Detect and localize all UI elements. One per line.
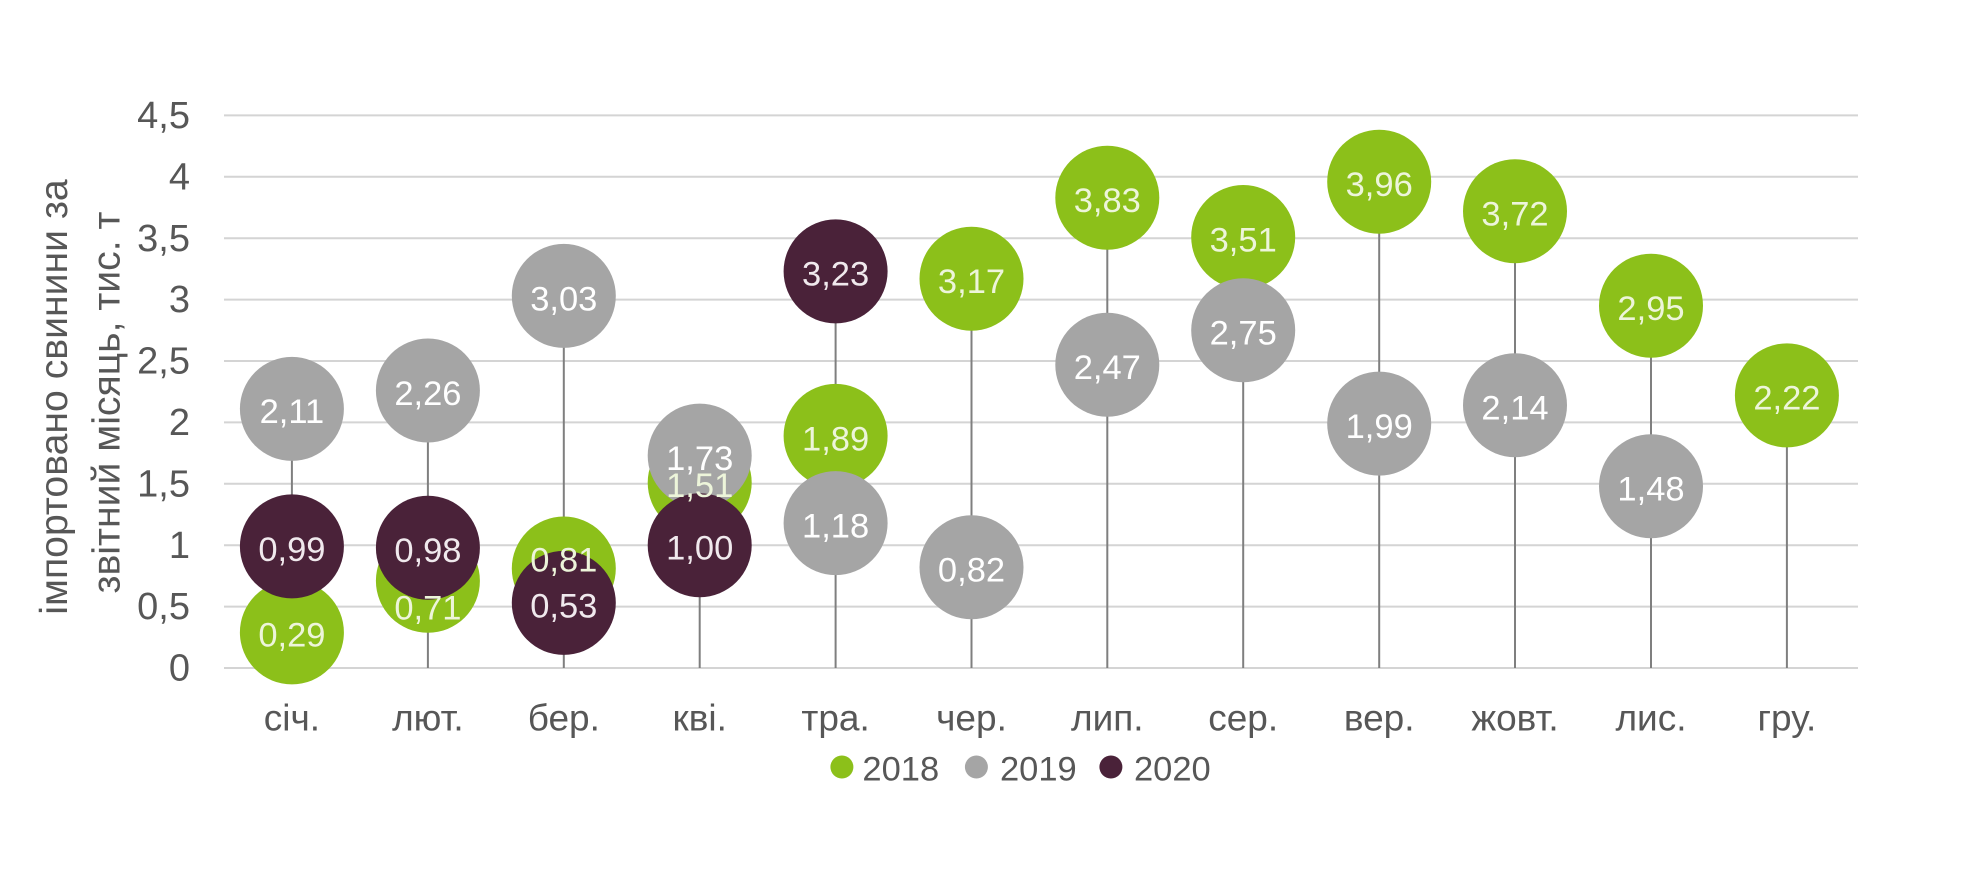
svg-text:3,83: 3,83	[1074, 182, 1141, 220]
svg-text:1,73: 1,73	[666, 440, 733, 478]
svg-text:гру.: гру.	[1758, 698, 1817, 739]
svg-text:4: 4	[169, 156, 190, 198]
svg-text:3: 3	[169, 279, 190, 321]
svg-text:2018: 2018	[862, 750, 939, 788]
svg-text:2,95: 2,95	[1617, 290, 1684, 328]
svg-text:2,47: 2,47	[1074, 349, 1141, 387]
svg-text:3,51: 3,51	[1210, 221, 1277, 259]
svg-text:чер.: чер.	[936, 698, 1007, 739]
svg-text:2020: 2020	[1134, 750, 1211, 788]
svg-text:3,03: 3,03	[530, 280, 597, 318]
svg-text:4,5: 4,5	[137, 95, 190, 137]
svg-text:січ.: січ.	[264, 698, 320, 739]
svg-text:0,81: 0,81	[530, 542, 597, 580]
svg-text:3,17: 3,17	[938, 263, 1005, 301]
svg-text:2,26: 2,26	[394, 375, 461, 413]
svg-text:жовт.: жовт.	[1471, 698, 1558, 739]
svg-text:1,5: 1,5	[137, 463, 190, 505]
svg-text:1: 1	[169, 525, 190, 567]
svg-text:звітний місяць, тис. т: звітний місяць, тис. т	[86, 211, 129, 593]
svg-text:0: 0	[169, 648, 190, 690]
svg-text:бер.: бер.	[528, 698, 600, 739]
svg-text:0,98: 0,98	[394, 532, 461, 570]
svg-text:3,23: 3,23	[802, 256, 869, 294]
svg-text:2: 2	[169, 402, 190, 444]
svg-text:3,72: 3,72	[1481, 196, 1548, 234]
svg-text:тра.: тра.	[801, 698, 869, 739]
svg-text:0,71: 0,71	[394, 589, 461, 627]
svg-text:1,00: 1,00	[666, 530, 733, 568]
svg-text:2,11: 2,11	[260, 393, 325, 431]
svg-text:лип.: лип.	[1071, 698, 1144, 739]
svg-text:лис.: лис.	[1615, 698, 1686, 739]
svg-text:0,5: 0,5	[137, 586, 190, 628]
svg-text:вер.: вер.	[1344, 698, 1415, 739]
svg-text:0,29: 0,29	[258, 617, 325, 655]
svg-text:сер.: сер.	[1208, 698, 1278, 739]
svg-text:0,82: 0,82	[938, 552, 1005, 590]
svg-text:лют.: лют.	[392, 698, 464, 739]
svg-text:імпортовано свинини за: імпортовано свинини за	[33, 179, 76, 615]
svg-text:3,5: 3,5	[137, 218, 190, 260]
svg-text:1,99: 1,99	[1346, 408, 1413, 446]
svg-text:0,99: 0,99	[258, 531, 325, 569]
svg-text:2,14: 2,14	[1481, 390, 1548, 428]
svg-text:1,89: 1,89	[802, 420, 869, 458]
svg-text:2,22: 2,22	[1753, 380, 1820, 418]
svg-text:2019: 2019	[1000, 750, 1077, 788]
svg-text:1,48: 1,48	[1617, 471, 1684, 509]
svg-text:1,18: 1,18	[802, 507, 869, 545]
svg-text:2,5: 2,5	[137, 341, 190, 383]
svg-text:кві.: кві.	[673, 698, 727, 739]
svg-text:3,96: 3,96	[1346, 166, 1413, 204]
svg-text:2,75: 2,75	[1210, 315, 1277, 353]
svg-text:0,53: 0,53	[530, 587, 597, 625]
svg-text:1,51: 1,51	[666, 467, 733, 505]
